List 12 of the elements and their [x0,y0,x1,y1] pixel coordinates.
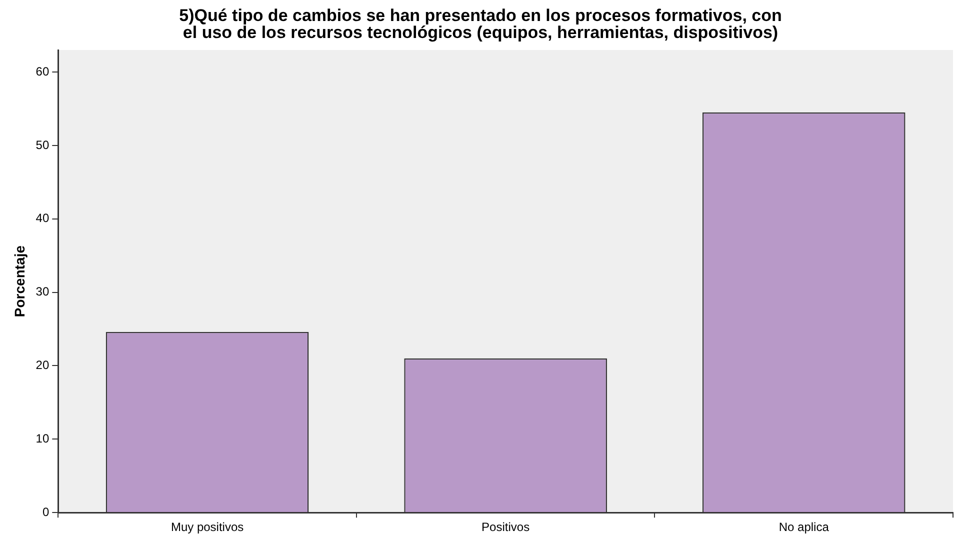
x-tick-label: Muy positivos [170,520,244,534]
y-tick-label: 50 [36,138,50,152]
y-tick-label: 0 [42,504,50,519]
x-tick-label: No aplica [778,520,830,534]
y-tick-label: 10 [36,431,50,446]
y-tick-label: 30 [36,284,50,299]
y-tick-label: 40 [36,211,50,226]
y-tick-label: 20 [36,358,50,372]
x-tick-label: Positivos [482,520,530,534]
y-tick-label: 60 [36,64,50,78]
chart-title: 5)Qué tipo de cambios se han presentado en los procesos formativos, con el uso de los recursos tecnológicos (equipos, herramientas, dispositivos) [179,6,782,42]
y-axis-title: Porcentaje [11,245,28,318]
